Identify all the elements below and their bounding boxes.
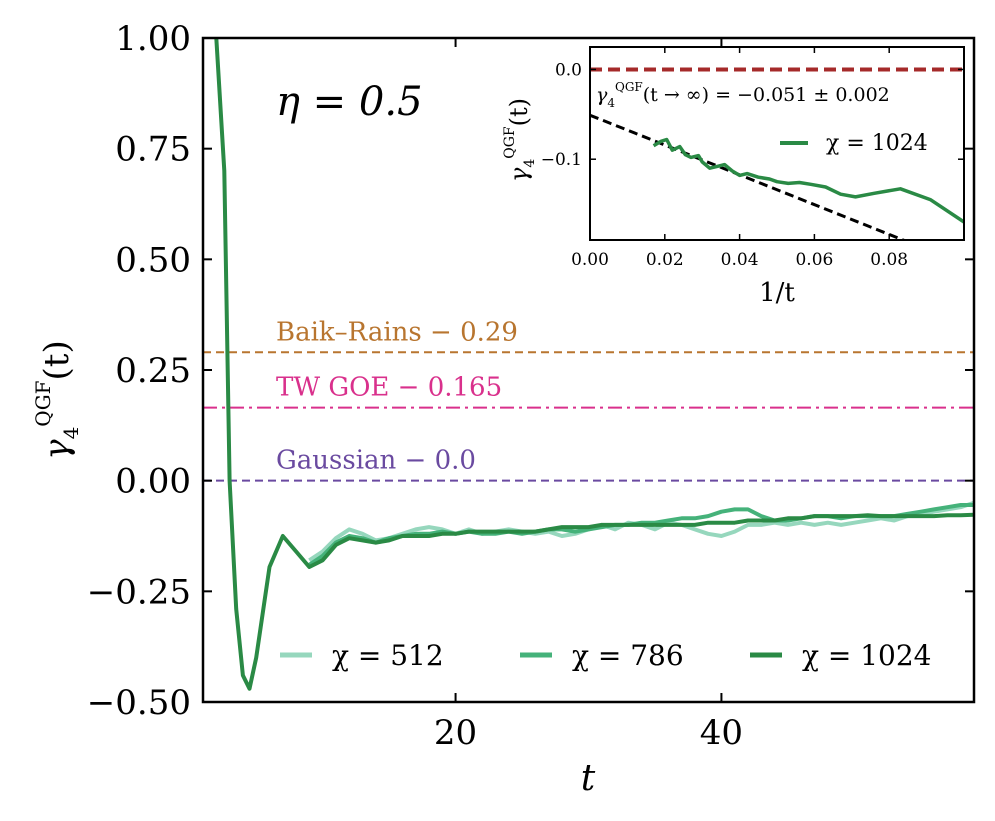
y-tick-label: 0.75: [115, 130, 191, 170]
y-tick-label: −0.25: [87, 572, 191, 612]
inset-x-tick-label: 0.04: [721, 250, 759, 270]
inset-y-axis-label: γ4QGF(t): [502, 98, 538, 182]
legend-label-1024: χ = 1024: [802, 639, 932, 672]
extrapolation-text: γ4QGF(t → ∞) = −0.051 ± 0.002: [596, 80, 890, 110]
reference-lines: [203, 351, 974, 482]
y-tick-label: 0.00: [115, 462, 191, 502]
main-plot: 1.00 0.75 0.50 0.25 0.00 −0.25 −0.50 20 40 Baik–…: [31, 19, 976, 799]
x-tick-label: 20: [434, 713, 477, 753]
inset-fit-line: [590, 113, 908, 240]
inset-x-tick-label: 0.00: [571, 250, 609, 270]
inset-lines: [590, 67, 964, 240]
extrapolation-text-bg: [594, 78, 962, 106]
series-lines: [214, 38, 974, 691]
legend-label-512: χ = 512: [332, 639, 444, 672]
legend-label-786: χ = 786: [572, 639, 684, 672]
x-axis-label: t: [581, 758, 596, 799]
inset-series-line-1024: [652, 137, 964, 224]
y-tick-label: 0.25: [115, 351, 191, 391]
inset-plot-frame: [589, 46, 965, 241]
ref-label-gaussian: Gaussian − 0.0: [276, 446, 476, 476]
y-tick-label: 1.00: [115, 19, 191, 59]
svg-text:γ4QGF(t): γ4QGF(t): [31, 340, 83, 460]
annotation-eta: η = 0.5: [276, 79, 423, 125]
main-ticks: 1.00 0.75 0.50 0.25 0.00 −0.25 −0.50 20 40: [87, 19, 974, 753]
series-line-512: [308, 500, 974, 562]
x-tick-label: 40: [700, 713, 743, 753]
ref-label-tw-goe: TW GOE − 0.165: [276, 373, 502, 403]
series-line-1024: [214, 38, 974, 691]
inset-legend-label: χ = 1024: [826, 131, 928, 156]
inset-x-tick-label: 0.02: [646, 250, 684, 270]
inset-ticks: 0.00 0.02 0.04 0.06 0.08 0.0 −0.1: [541, 47, 964, 270]
inset-x-tick-label: 0.06: [795, 250, 833, 270]
legend: χ = 512 χ = 786 χ = 1024: [280, 639, 932, 672]
y-axis-label: γ4QGF(t): [31, 340, 83, 460]
inset-y-tick-label: 0.0: [555, 60, 582, 80]
inset-plot: 0.00 0.02 0.04 0.06 0.08 0.0 −0.1 γ4QGF(t → ∞)…: [502, 46, 965, 308]
svg-text:γ4QGF(t): γ4QGF(t): [502, 98, 538, 182]
ref-label-baik-rains: Baik–Rains − 0.29: [276, 317, 518, 347]
inset-legend: χ = 1024: [780, 131, 928, 156]
inset-x-tick-label: 0.08: [870, 250, 908, 270]
y-tick-label: 0.50: [115, 240, 191, 280]
inset-x-axis-label: 1/t: [759, 278, 795, 308]
y-tick-label: −0.50: [87, 683, 191, 723]
inset-y-tick-label: −0.1: [541, 150, 582, 170]
reference-labels: Baik–Rains − 0.29 TW GOE − 0.165 Gaussian …: [276, 317, 518, 475]
